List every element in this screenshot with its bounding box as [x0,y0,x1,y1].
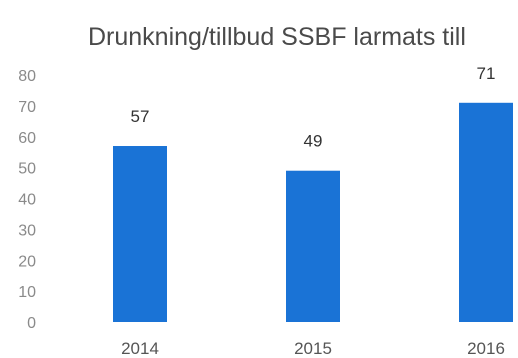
y-tick-label: 10 [18,284,36,301]
bar-2015 [286,170,340,322]
y-axis: 0 10 20 30 40 50 60 70 80 [18,68,36,332]
y-tick-label: 30 [18,222,36,239]
x-tick-2016: 2016 [467,339,505,358]
bars [113,102,513,322]
bar-2016 [459,102,513,322]
x-axis: 2014 2015 2016 [121,339,505,358]
y-tick-label: 20 [18,253,36,270]
y-tick-label: 70 [18,99,36,116]
data-labels: 57 49 71 [131,64,496,151]
data-label-2016: 71 [477,64,496,83]
data-label-2014: 57 [131,107,150,126]
y-tick-label: 40 [18,192,36,209]
x-tick-2014: 2014 [121,339,159,358]
x-tick-2015: 2015 [294,339,332,358]
y-tick-label: 0 [27,315,36,332]
y-tick-label: 80 [18,68,36,85]
chart-title: Drunkning/tillbud SSBF larmats till [88,23,466,51]
y-tick-label: 50 [18,161,36,178]
y-tick-label: 60 [18,130,36,147]
data-label-2015: 49 [304,132,323,151]
bar-2014 [113,146,167,322]
